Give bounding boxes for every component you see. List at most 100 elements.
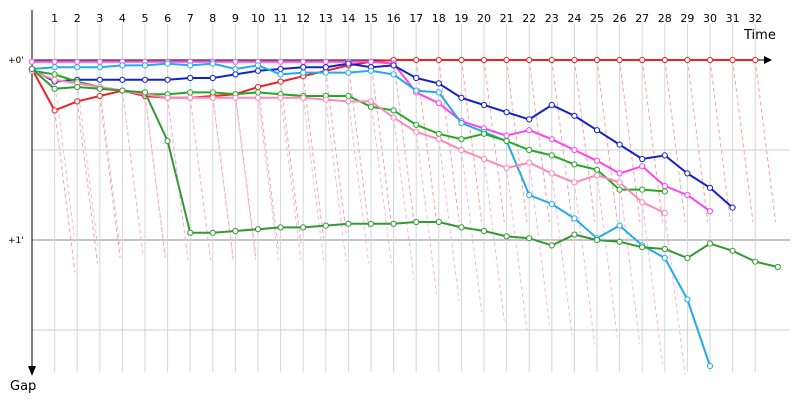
overtake-dash [709, 59, 731, 223]
data-point [729, 204, 736, 211]
overtake-dash [257, 97, 279, 260]
data-point [616, 222, 623, 229]
overtake-dash [664, 59, 686, 223]
x-tick-label: 16 [387, 12, 401, 25]
data-point [639, 155, 646, 163]
data-point [526, 235, 533, 242]
data-point [74, 64, 81, 71]
data-point [254, 226, 262, 233]
data-point [51, 85, 58, 92]
data-point [141, 62, 149, 69]
data-point [684, 170, 691, 177]
data-point [526, 159, 533, 166]
data-point [706, 240, 714, 247]
data-point [571, 161, 578, 168]
overtake-dash [280, 81, 302, 244]
data-point [390, 114, 397, 121]
data-point [684, 56, 691, 64]
overtake-dash [619, 182, 641, 345]
x-tick-label: 6 [164, 12, 171, 25]
data-point [209, 60, 216, 67]
overtake-dash [370, 101, 392, 264]
data-point [187, 229, 194, 236]
x-tick-label: 7 [187, 12, 194, 25]
data-point [706, 56, 714, 64]
data-point [164, 60, 171, 67]
data-point [74, 58, 81, 65]
x-tick-label: 27 [635, 12, 649, 25]
x-tick-label: 32 [748, 12, 762, 25]
data-point [526, 146, 533, 154]
data-point [593, 127, 601, 134]
data-point [480, 130, 488, 137]
data-point [593, 56, 601, 64]
overtake-dash [302, 76, 325, 239]
data-point [458, 136, 465, 143]
data-point [209, 94, 216, 101]
x-tick-label: 4 [119, 12, 126, 25]
x-tick-label: 1 [51, 12, 58, 25]
data-point [571, 112, 578, 119]
data-point [345, 98, 352, 105]
data-point [503, 132, 510, 139]
data-point [503, 164, 510, 172]
overtake-dash [506, 167, 528, 331]
data-point [752, 56, 759, 64]
x-tick-label: 31 [726, 12, 740, 25]
data-point [254, 67, 262, 74]
data-point [503, 56, 510, 64]
series-path [31, 68, 779, 268]
overtake-dash [347, 101, 370, 264]
data-point [548, 56, 555, 64]
data-point [28, 65, 36, 73]
x-tick-label: 30 [703, 12, 717, 25]
data-point [254, 89, 262, 96]
data-point [593, 172, 601, 179]
x-tick-label: 17 [409, 12, 423, 25]
overtake-dash [393, 59, 415, 223]
data-point [684, 191, 691, 199]
overtake-dash [212, 97, 234, 260]
data-point [254, 62, 262, 69]
data-point [661, 182, 668, 190]
data-point [639, 244, 646, 251]
y-tick-labels: +0' +1' [8, 56, 24, 246]
data-point [141, 76, 149, 83]
data-point [164, 76, 171, 83]
overtake-dash [528, 59, 551, 223]
x-tick-label: 5 [142, 12, 149, 25]
data-point [322, 69, 329, 76]
overtake-dash [234, 97, 257, 260]
overtake-dash [641, 59, 664, 223]
x-tick-label: 23 [545, 12, 559, 25]
overtake-dash [167, 97, 189, 260]
data-point [74, 98, 81, 105]
overtake-dash [596, 175, 618, 338]
data-point [548, 170, 555, 177]
data-point [616, 186, 623, 193]
data-point [774, 263, 781, 271]
x-tick-label: 24 [567, 12, 581, 25]
overtake-dash [76, 83, 99, 246]
data-point [503, 137, 510, 145]
data-point [300, 64, 307, 71]
data-point [187, 74, 194, 82]
data-point [480, 56, 488, 64]
data-point [345, 69, 352, 76]
data-point [413, 218, 420, 226]
y-tick-label: +0' [8, 56, 24, 66]
data-point [548, 242, 555, 249]
data-point [209, 89, 216, 96]
data-point [639, 163, 646, 170]
x-tick-label: 8 [209, 12, 216, 25]
data-point [119, 87, 126, 94]
data-point [322, 96, 329, 103]
data-point [187, 62, 194, 69]
data-point [661, 209, 668, 217]
data-point [661, 245, 668, 253]
data-point [300, 94, 307, 101]
data-point [458, 146, 465, 154]
data-point [548, 136, 555, 143]
data-point [164, 137, 171, 145]
data-point [390, 107, 397, 114]
